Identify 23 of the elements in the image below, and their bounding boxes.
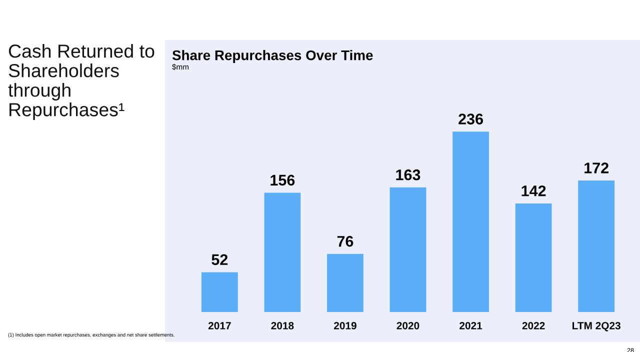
chart-subtitle: Share Repurchases Over Time (172, 50, 373, 63)
bar (390, 187, 426, 312)
x-tick-label: 2022 (522, 322, 545, 330)
data-label: 236 (458, 114, 483, 124)
x-tick-label: LTM 2Q23 (572, 322, 620, 332)
data-label: 172 (584, 162, 608, 174)
chart-title: Cash Returned to Shareholders through Repurchases¹ (8, 44, 154, 120)
bar (264, 192, 301, 312)
x-tick-label: 2020 (396, 322, 420, 330)
data-label: 76 (337, 236, 354, 247)
x-tick-label: 2019 (334, 322, 356, 330)
bar (452, 132, 489, 312)
bar (201, 272, 238, 312)
x-tick-label: 2018 (271, 322, 294, 330)
bar (327, 254, 364, 312)
bar (515, 203, 552, 312)
x-tick-label: 2021 (460, 322, 482, 330)
x-tick-label: 2017 (208, 322, 231, 330)
bar (578, 180, 615, 312)
data-label: 142 (522, 185, 546, 196)
data-label: 52 (212, 254, 228, 266)
data-label: 163 (396, 169, 420, 180)
data-label: 156 (270, 174, 295, 186)
